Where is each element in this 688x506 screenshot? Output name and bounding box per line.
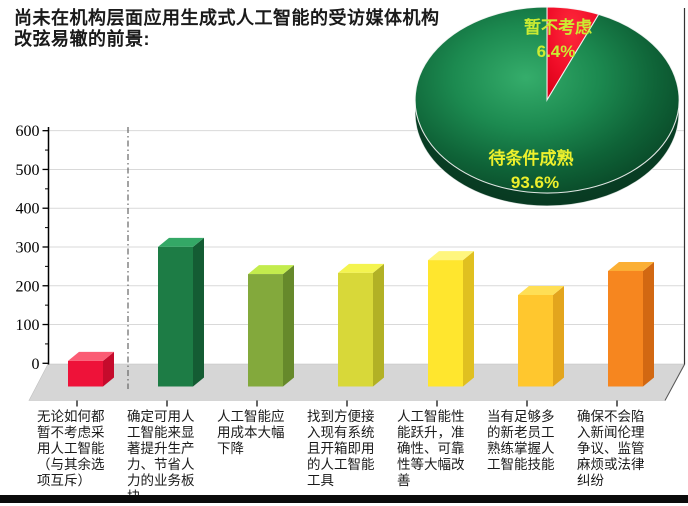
y-axis-tick-label: 0 (32, 356, 40, 373)
y-axis-tick-label: 100 (16, 317, 40, 334)
pie-chart (414, 6, 680, 207)
bar-series (68, 237, 654, 387)
y-axis-ticks (42, 130, 49, 364)
bar-column (608, 261, 654, 387)
bar-column (248, 265, 294, 387)
chart-title-line1: 尚未在机构层面应用生成式人工智能的受访媒体机构 (14, 8, 440, 28)
pie-slice-small-pct: 6.4% (537, 42, 576, 61)
chart-title: 尚未在机构层面应用生成式人工智能的受访媒体机构 改弦易辙的前景: (14, 8, 464, 50)
plot-floor-right-edge (664, 364, 685, 401)
y-axis-tick-label: 300 (16, 239, 40, 256)
bar-column (158, 237, 204, 387)
bottom-border-strip (0, 495, 688, 503)
pie-slice-large-pct: 93.6% (511, 173, 559, 192)
bar-column (68, 351, 114, 387)
chart-title-line2: 改弦易辙的前景: (14, 29, 150, 49)
pie-slice-small-label: 暂不考虑 (524, 17, 592, 37)
bar-column (518, 286, 564, 387)
y-axis-tick-label: 600 (16, 123, 40, 140)
pie-slice (414, 6, 680, 194)
pie-slice-large-label: 待条件成熟 (489, 148, 574, 168)
y-axis-tick-label: 500 (16, 162, 40, 179)
y-axis-tick-label: 200 (16, 278, 40, 295)
y-axis-tick-label: 400 (16, 201, 40, 218)
bar-column (428, 251, 474, 387)
category-ticks (76, 400, 618, 407)
y-axis-labels: 0 100 200 300 400 500 600 (16, 123, 40, 373)
bar-column (338, 263, 384, 387)
